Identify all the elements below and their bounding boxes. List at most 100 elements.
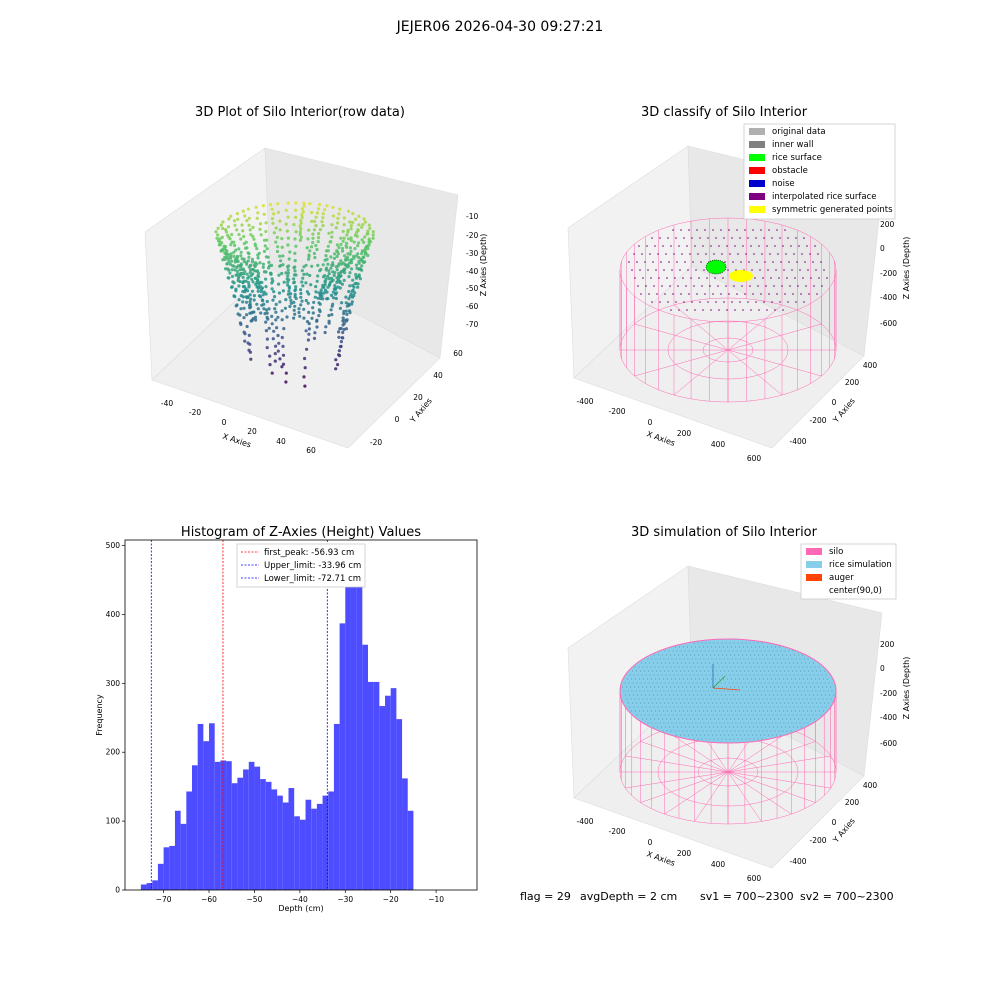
raw-scatter-point (349, 292, 353, 296)
simulation-mesh-point (788, 714, 790, 716)
histogram-bar (390, 688, 397, 890)
raw-scatter-point (261, 204, 265, 208)
raw-scatter-point (265, 247, 269, 251)
simulation-mesh-point (738, 666, 740, 668)
simulation-mesh-point (770, 698, 772, 700)
simulation-mesh-point (642, 686, 643, 688)
classify-interpolated-point (689, 253, 691, 255)
raw-scatter-point (280, 318, 284, 322)
raw-scatter-point (318, 309, 322, 314)
simulation-mesh-point (690, 654, 691, 656)
raw-scatter-point (337, 335, 341, 339)
simulation-mesh-point (656, 702, 657, 704)
raw-scatter-point (307, 332, 311, 336)
simulation-mesh-point (659, 690, 661, 692)
raw-scatter-point (230, 268, 234, 272)
raw-scatter-point (356, 282, 360, 286)
raw-scatter-point (275, 235, 279, 239)
classify-interpolated-point (787, 237, 789, 239)
histogram-bar (163, 847, 170, 890)
simulation-mesh-point (729, 738, 731, 740)
raw-scatter-point (293, 269, 297, 273)
raw-scatter-point (276, 245, 280, 249)
raw-scatter-point (306, 237, 310, 241)
raw-scatter-point (292, 266, 296, 270)
raw-scatter-point (272, 212, 276, 216)
raw-scatter-point (276, 210, 280, 214)
simulation-mesh-point (797, 674, 799, 676)
raw-scatter-point (265, 299, 269, 304)
legend-upper-limit: Upper_limit: -33.96 cm (264, 561, 361, 571)
simulation-mesh-point (659, 678, 660, 680)
classify-z-label: Z Axies (Depth) (902, 237, 911, 300)
raw-scatter-point (287, 257, 291, 261)
raw-scatter-point (301, 210, 305, 214)
raw-scatter-point (308, 249, 312, 253)
raw-scatter-point (300, 280, 304, 284)
simulation-mesh-point (768, 702, 769, 704)
raw-scatter-point (276, 349, 280, 353)
simulation-mesh-point (727, 646, 728, 648)
simulation-mesh-point (662, 730, 664, 732)
sim-x-tick: -200 (608, 827, 625, 836)
simulation-mesh-point (774, 654, 775, 656)
classify-z-tick: 200 (880, 220, 895, 229)
classify-interpolated-point (663, 269, 665, 271)
raw-scatter-point (360, 252, 364, 256)
raw-scatter-point (268, 363, 272, 367)
simulation-mesh-point (815, 678, 816, 680)
simulation-mesh-point (745, 642, 747, 644)
raw-scatter-point (281, 254, 285, 258)
simulation-mesh-point (649, 662, 650, 664)
simulation-mesh-point (778, 686, 779, 688)
simulation-mesh-point (641, 662, 642, 664)
raw-scatter-point (335, 254, 339, 259)
classify-interpolated-point (788, 261, 790, 263)
simulation-mesh-point (682, 730, 684, 732)
simulation-mesh-point (647, 658, 649, 660)
raw-scatter-point (307, 228, 311, 232)
raw-scatter-point (229, 214, 233, 218)
simulation-mesh-point (672, 670, 673, 672)
histogram-bar (407, 810, 414, 890)
classify-interpolated-point (767, 269, 769, 271)
raw-scatter-point (341, 239, 345, 243)
raw-scatter-point (349, 227, 353, 231)
simulation-mesh-point (721, 738, 723, 740)
raw-scatter-point (260, 286, 264, 290)
classify-interpolated-point (699, 237, 701, 239)
raw-scatter-point (224, 228, 228, 232)
histogram-bar (152, 880, 158, 890)
simulation-mesh-point (744, 650, 746, 652)
raw-scatter-point (348, 246, 352, 250)
simulation-mesh-point (650, 718, 651, 720)
simulation-mesh-point (791, 710, 792, 712)
raw-scatter-point (254, 205, 258, 209)
simulation-mesh-point (762, 730, 764, 732)
simulation-mesh-point (740, 702, 741, 704)
simulation-mesh-point (675, 690, 677, 692)
simulation-mesh-point (816, 714, 818, 716)
classify-interpolated-point (820, 261, 822, 263)
simulation-mesh-point (657, 662, 658, 664)
raw-scatter-point (307, 257, 311, 261)
simulation-mesh-point (787, 690, 789, 692)
raw-scatter-point (326, 274, 330, 278)
simulation-mesh-point (689, 706, 691, 708)
classify-interpolated-point (634, 277, 636, 279)
histogram-bar (169, 845, 175, 890)
raw-scatter-point (312, 251, 316, 256)
simulation-mesh-point (755, 658, 757, 660)
classify-interpolated-point (821, 285, 823, 287)
raw-scatter-point (350, 300, 354, 304)
simulation-mesh-point (744, 670, 745, 672)
raw-scatter-point (255, 262, 259, 266)
raw-scatter-point (216, 239, 221, 243)
histogram-bar (186, 791, 192, 890)
simulation-mesh-point (772, 714, 774, 716)
simulation-mesh-point (698, 698, 700, 700)
simulation-mesh-point (763, 678, 764, 680)
simulation-mesh-point (774, 698, 776, 700)
simulation-mesh-point (721, 694, 722, 696)
raw-scatter-point (310, 316, 314, 320)
